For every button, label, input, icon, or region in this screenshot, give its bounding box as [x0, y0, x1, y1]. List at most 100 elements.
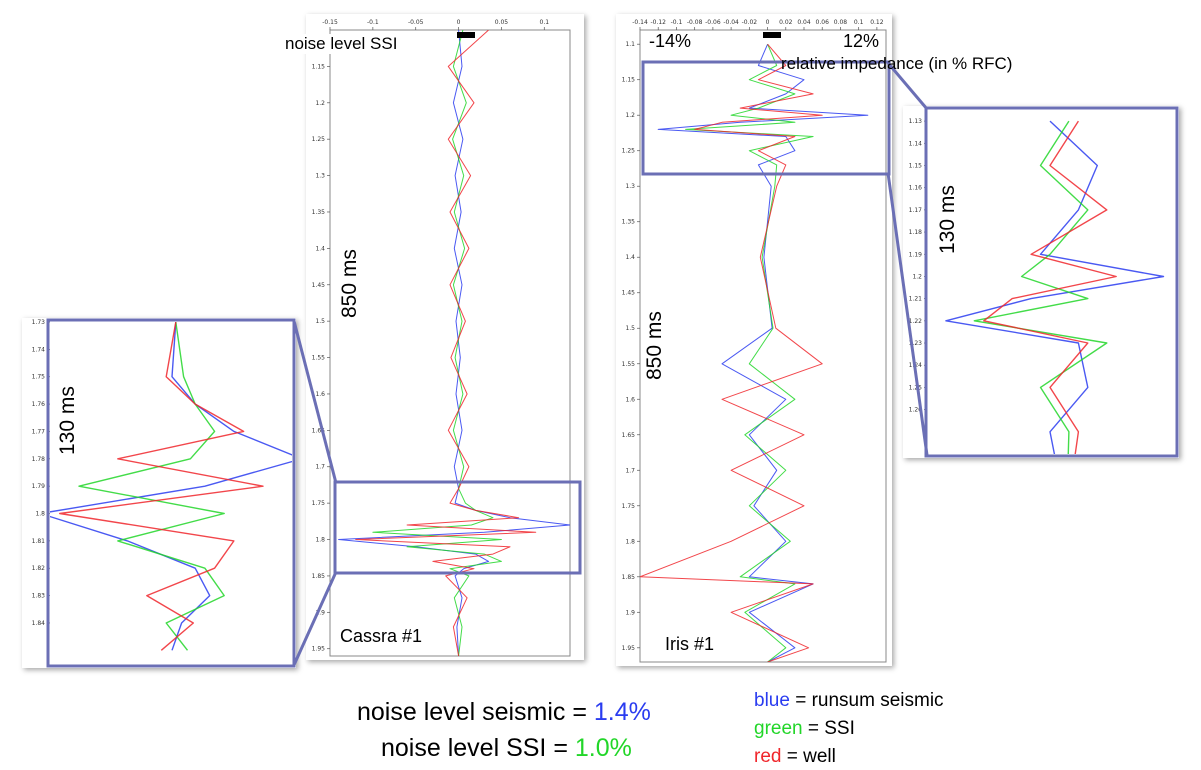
- iris-ytick-label: 1.4: [625, 254, 635, 261]
- iris-zoom-ytick-label: 1.18: [909, 229, 923, 236]
- iris-duration-label: 850 ms: [643, 311, 666, 380]
- iris-xtick-label: -0.08: [687, 19, 703, 26]
- legend-blue: blue = runsum seismic: [754, 690, 944, 712]
- cassra-zoom-ytick-label: 1.8: [35, 511, 45, 518]
- iris-zoom-series-well: [983, 120, 1117, 454]
- iris-well-name: Iris #1: [665, 634, 715, 654]
- iris-xtick-label: 0.12: [870, 19, 884, 26]
- cassra-ytick-label: 1.2: [315, 100, 325, 107]
- noise-level-seismic-value: 1.4%: [593, 698, 651, 726]
- iris-ytick-label: 1.85: [622, 574, 636, 581]
- cassra-xtick-label: 0.05: [495, 19, 509, 26]
- cassra-zoom-ytick-label: 1.74: [32, 346, 46, 353]
- iris-ytick-label: 1.55: [622, 361, 636, 368]
- iris-zoom-ytick-label: 1.22: [909, 318, 923, 325]
- cassra-zoom-ytick-label: 1.77: [32, 428, 46, 435]
- iris-xtick-label: 0.08: [834, 19, 848, 26]
- relative-impedance-caption: relative impedance (in % RFC): [781, 54, 1013, 73]
- iris-ytick-label: 1.8: [625, 538, 635, 545]
- iris-zoom-ytick-label: 1.24: [909, 362, 923, 369]
- cassra-series-runsum-seismic: [338, 30, 570, 656]
- cassra-ytick-label: 1.45: [312, 282, 326, 289]
- iris-zoom-ytick-label: 1.13: [909, 118, 923, 125]
- cassra-ytick-label: 1.35: [312, 209, 326, 216]
- cassra-zoom-ytick-label: 1.82: [32, 565, 46, 572]
- cassra-zoom-ytick-label: 1.81: [32, 538, 46, 545]
- cassra-ytick-label: 1.3: [315, 173, 325, 180]
- cassra-zoom-ytick-label: 1.83: [32, 593, 46, 600]
- iris-ytick-label: 1.65: [622, 432, 636, 439]
- iris-zoom-chart: 1.13 1.14 1.15 1.16 1.17 1.18 1.19 1.2 1.21 1.22 1…: [909, 118, 1165, 454]
- iris-pos-limit: 12%: [843, 31, 880, 51]
- cassra-ytick-label: 1.4: [315, 245, 325, 252]
- iris-xtick-label: -0.04: [723, 19, 739, 26]
- noise-bar-right: [763, 32, 781, 38]
- iris-zoom-ytick-label: 1.2: [912, 273, 922, 280]
- iris-zoom-duration-label: 130 ms: [936, 185, 959, 254]
- iris-series-runsum-seismic: [657, 44, 869, 662]
- noise-bar-left: [457, 32, 475, 38]
- noise-level-ssi-value: 1.0%: [574, 734, 632, 762]
- cassra-zoom-ytick-label: 1.73: [32, 319, 46, 326]
- cassra-xtick-label: -0.1: [367, 19, 379, 26]
- cassra-zoom-duration-label: 130 ms: [56, 386, 79, 455]
- iris-zoom-ytick-label: 1.25: [909, 384, 923, 391]
- iris-zoom-ytick-label: 1.21: [909, 296, 923, 303]
- cassra-zoom-chart: 1.73 1.74 1.75 1.76 1.77 1.78 1.79 1.8 1.81 1.82 1…: [32, 319, 292, 651]
- iris-ytick-label: 1.75: [622, 503, 636, 510]
- cassra-xtick-label: 0: [457, 19, 461, 26]
- legend-green: green = SSI: [754, 718, 855, 740]
- cassra-chart-panel: -0.15 -0.1 -0.05 0 0.05 0.1 1.15 1.2 1.25 1.3 1.35…: [306, 14, 584, 660]
- iris-ytick-label: 1.5: [625, 325, 635, 332]
- iris-xtick-label: -0.06: [705, 19, 721, 26]
- cassra-ytick-label: 1.85: [312, 573, 326, 580]
- cassra-duration-label: 850 ms: [338, 249, 361, 318]
- iris-ytick-label: 1.45: [622, 290, 636, 297]
- cassra-ytick-label: 1.8: [315, 537, 325, 544]
- iris-ytick-label: 1.35: [622, 219, 636, 226]
- cassra-ytick-label: 1.65: [312, 427, 326, 434]
- iris-xtick-label: 0.1: [854, 19, 864, 26]
- iris-xtick-label: 0.04: [797, 19, 811, 26]
- cassra-well-name: Cassra #1: [340, 626, 423, 646]
- noise-level-ssi: noise level SSI = 1.0%: [381, 734, 632, 763]
- cassra-zoom-ytick-label: 1.78: [32, 456, 46, 463]
- legend-red-word: red: [754, 746, 782, 767]
- iris-ytick-label: 1.1: [625, 41, 635, 48]
- iris-zoom-ytick-label: 1.19: [909, 251, 923, 258]
- iris-xtick-label: -0.02: [742, 19, 758, 26]
- cassra-series-well: [355, 30, 537, 656]
- legend-red-text: = well: [781, 746, 836, 767]
- cassra-zoom-series-well: [59, 322, 264, 651]
- noise-level-seismic-label: noise level seismic =: [357, 698, 594, 726]
- iris-zoom-ytick-label: 1.14: [909, 140, 923, 147]
- iris-ytick-label: 1.15: [622, 77, 636, 84]
- iris-zoom-series-runsum-seismic: [945, 120, 1165, 454]
- iris-ytick-label: 1.2: [625, 112, 635, 119]
- cassra-ytick-label: 1.7: [315, 464, 325, 471]
- iris-zoom-panel: 1.13 1.14 1.15 1.16 1.17 1.18 1.19 1.2 1.21 1.22 1…: [903, 106, 1179, 458]
- cassra-ytick-label: 1.75: [312, 500, 326, 507]
- iris-zoom-ytick-label: 1.16: [909, 185, 923, 192]
- noise-level-ssi-summary-label: noise level SSI =: [381, 734, 575, 762]
- iris-zoom-ytick-label: 1.23: [909, 340, 923, 347]
- cassra-ytick-label: 1.9: [315, 609, 325, 616]
- cassra-ytick-label: 1.5: [315, 318, 325, 325]
- noise-level-seismic: noise level seismic = 1.4%: [357, 698, 651, 727]
- iris-ytick-label: 1.95: [622, 645, 636, 652]
- cassra-zoom-panel: 1.73 1.74 1.75 1.76 1.77 1.78 1.79 1.8 1.81 1.82 1…: [22, 318, 296, 668]
- cassra-zoom-ytick-label: 1.75: [32, 374, 46, 381]
- cassra-xtick-label: -0.05: [408, 19, 424, 26]
- iris-ytick-label: 1.9: [625, 609, 635, 616]
- iris-xtick-label: 0: [766, 19, 770, 26]
- iris-xtick-label: 0.02: [779, 19, 793, 26]
- noise-level-ssi-label: noise level SSI: [283, 34, 400, 54]
- legend-blue-text: = runsum seismic: [789, 690, 944, 711]
- cassra-xtick-label: 0.1: [540, 19, 550, 26]
- iris-xtick-label: -0.12: [650, 19, 666, 26]
- cassra-zoom-ytick-label: 1.79: [32, 483, 46, 490]
- iris-ytick-label: 1.7: [625, 467, 635, 474]
- iris-zoom-ytick-label: 1.15: [909, 162, 923, 169]
- iris-ytick-label: 1.25: [622, 148, 636, 155]
- cassra-ytick-label: 1.25: [312, 136, 326, 143]
